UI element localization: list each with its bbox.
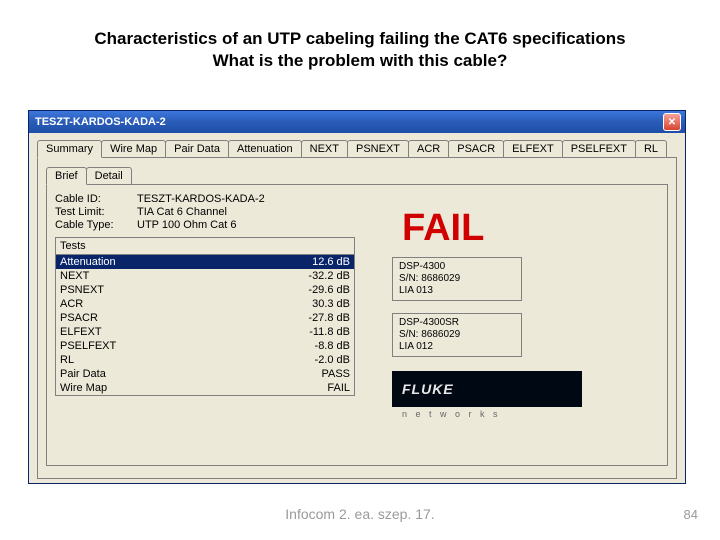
test-row[interactable]: ELFEXT-11.8 dB <box>56 325 354 339</box>
main-tab-panel: BriefDetail Cable ID: TESZT-KARDOS-KADA-… <box>37 157 677 479</box>
device-main-box: DSP-4300 S/N: 8686029 LIA 013 <box>392 257 522 301</box>
device-remote-model: DSP-4300SR <box>399 317 515 329</box>
brand-box: FLUKE <box>392 371 582 407</box>
cable-id-label: Cable ID: <box>55 193 133 205</box>
app-window: TESZT-KARDOS-KADA-2 ✕ SummaryWire MapPai… <box>28 110 686 484</box>
tab-psnext[interactable]: PSNEXT <box>347 140 409 158</box>
test-name: Wire Map <box>60 381 280 395</box>
cable-id-value: TESZT-KARDOS-KADA-2 <box>137 193 355 205</box>
headline-status: FAIL <box>402 207 484 250</box>
test-value: 12.6 dB <box>280 255 350 269</box>
device-main-model: DSP-4300 <box>399 261 515 273</box>
test-value: -8.8 dB <box>280 339 350 353</box>
test-name: PSACR <box>60 311 280 325</box>
test-row[interactable]: RL-2.0 dB <box>56 353 354 367</box>
test-name: Attenuation <box>60 255 280 269</box>
test-name: Pair Data <box>60 367 280 381</box>
test-limit-label: Test Limit: <box>55 206 133 218</box>
test-name: NEXT <box>60 269 280 283</box>
cable-type-label: Cable Type: <box>55 219 133 231</box>
tab-pair-data[interactable]: Pair Data <box>165 140 229 158</box>
brand-sub: n e t w o r k s <box>402 409 501 419</box>
tab-psacr[interactable]: PSACR <box>448 140 504 158</box>
tests-header: Tests <box>56 238 354 255</box>
brand-logo: FLUKE <box>402 381 454 397</box>
slide-title: Characteristics of an UTP cabeling faili… <box>0 0 720 82</box>
slide-page-number: 84 <box>684 507 698 522</box>
device-main-lia: LIA 013 <box>399 285 515 297</box>
test-name: PSNEXT <box>60 283 280 297</box>
test-limit-value: TIA Cat 6 Channel <box>137 206 355 218</box>
subtab-detail[interactable]: Detail <box>86 167 132 185</box>
tab-summary[interactable]: Summary <box>37 140 102 158</box>
sub-panel: Cable ID: TESZT-KARDOS-KADA-2 Test Limit… <box>46 184 668 466</box>
title-line-2: What is the problem with this cable? <box>20 50 700 72</box>
tests-list: Attenuation12.6 dBNEXT-32.2 dBPSNEXT-29.… <box>56 255 354 395</box>
subtab-brief[interactable]: Brief <box>46 167 87 185</box>
test-name: ACR <box>60 297 280 311</box>
tab-acr[interactable]: ACR <box>408 140 449 158</box>
test-row[interactable]: ACR30.3 dB <box>56 297 354 311</box>
test-row[interactable]: PSELFEXT-8.8 dB <box>56 339 354 353</box>
test-row[interactable]: NEXT-32.2 dB <box>56 269 354 283</box>
test-value: -11.8 dB <box>280 325 350 339</box>
window-title: TESZT-KARDOS-KADA-2 <box>35 116 663 128</box>
cable-type-value: UTP 100 Ohm Cat 6 <box>137 219 355 231</box>
device-remote-lia: LIA 012 <box>399 341 515 353</box>
test-value: -27.8 dB <box>280 311 350 325</box>
tests-box: Tests Attenuation12.6 dBNEXT-32.2 dBPSNE… <box>55 237 355 396</box>
device-remote-box: DSP-4300SR S/N: 8686029 LIA 012 <box>392 313 522 357</box>
tab-pselfext[interactable]: PSELFEXT <box>562 140 636 158</box>
test-row[interactable]: Pair DataPASS <box>56 367 354 381</box>
device-main-sn: S/N: 8686029 <box>399 273 515 285</box>
test-value: -32.2 dB <box>280 269 350 283</box>
close-button[interactable]: ✕ <box>663 113 681 131</box>
tab-elfext[interactable]: ELFEXT <box>503 140 563 158</box>
sub-tabs: BriefDetail <box>38 158 676 184</box>
title-line-1: Characteristics of an UTP cabeling faili… <box>20 28 700 50</box>
device-remote-sn: S/N: 8686029 <box>399 329 515 341</box>
test-name: RL <box>60 353 280 367</box>
test-value: FAIL <box>280 381 350 395</box>
titlebar: TESZT-KARDOS-KADA-2 ✕ <box>29 111 685 133</box>
tab-wire-map[interactable]: Wire Map <box>101 140 166 158</box>
test-value: -2.0 dB <box>280 353 350 367</box>
test-row[interactable]: Attenuation12.6 dB <box>56 255 354 269</box>
tab-attenuation[interactable]: Attenuation <box>228 140 302 158</box>
info-grid: Cable ID: TESZT-KARDOS-KADA-2 Test Limit… <box>55 193 355 231</box>
test-row[interactable]: PSACR-27.8 dB <box>56 311 354 325</box>
test-value: PASS <box>280 367 350 381</box>
close-icon: ✕ <box>668 117 676 128</box>
test-row[interactable]: PSNEXT-29.6 dB <box>56 283 354 297</box>
main-tabs: SummaryWire MapPair DataAttenuationNEXTP… <box>29 133 685 157</box>
tab-next[interactable]: NEXT <box>301 140 348 158</box>
test-row[interactable]: Wire MapFAIL <box>56 381 354 395</box>
test-name: ELFEXT <box>60 325 280 339</box>
test-value: 30.3 dB <box>280 297 350 311</box>
slide-footer: Infocom 2. ea. szep. 17. <box>0 506 720 522</box>
test-name: PSELFEXT <box>60 339 280 353</box>
test-value: -29.6 dB <box>280 283 350 297</box>
tab-rl[interactable]: RL <box>635 140 667 158</box>
